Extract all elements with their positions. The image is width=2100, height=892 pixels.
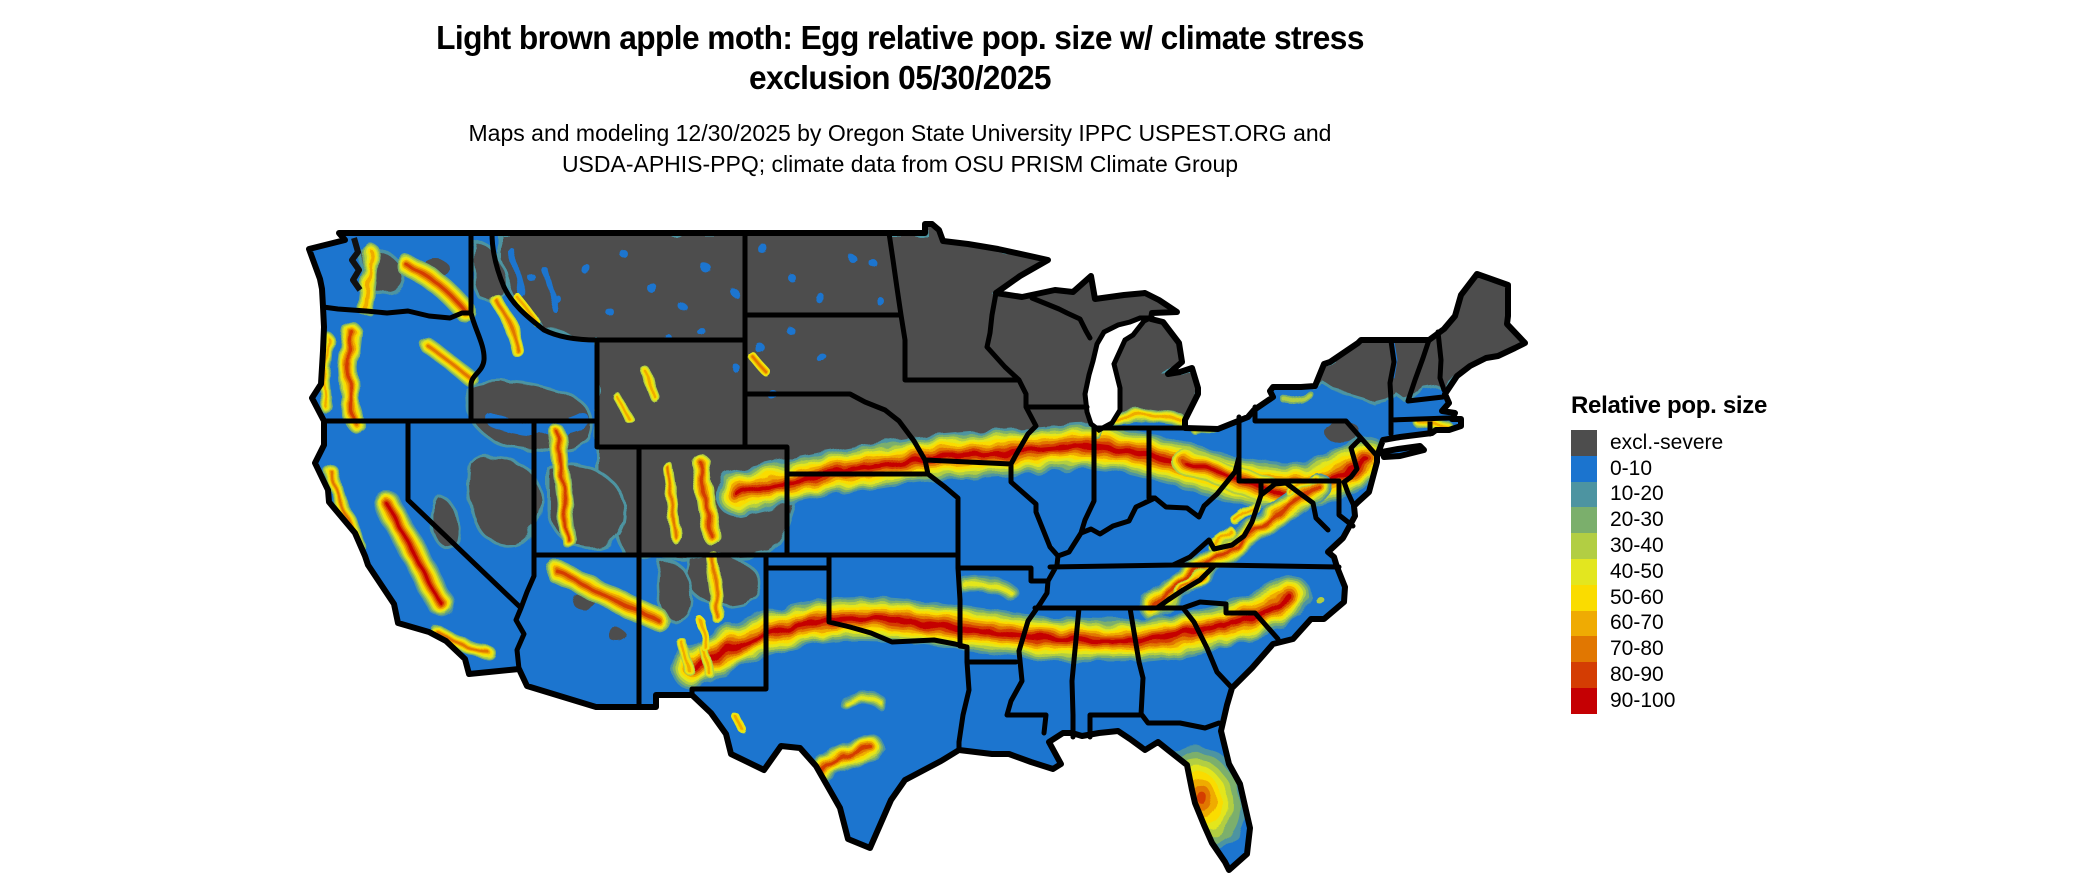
legend-item-label: 50-60 bbox=[1610, 585, 1664, 609]
legend-item: 60-70 bbox=[1571, 610, 1767, 637]
puget-sound bbox=[349, 237, 363, 292]
legend-swatch bbox=[1571, 584, 1597, 611]
legend-swatch bbox=[1571, 558, 1597, 585]
subtitle-line-2: USDA-APHIS-PPQ; climate data from OSU PR… bbox=[561, 151, 1239, 177]
legend-swatch bbox=[1571, 533, 1597, 559]
page-title: Light brown apple moth: Egg relative pop… bbox=[209, 18, 1591, 98]
legend-item-label: 60-70 bbox=[1610, 611, 1664, 635]
legend-item-label: 30-40 bbox=[1610, 534, 1664, 558]
legend-item: 50-60 bbox=[1571, 584, 1767, 611]
legend-item: 30-40 bbox=[1571, 533, 1767, 559]
page-subtitle: Maps and modeling 12/30/2025 by Oregon S… bbox=[180, 118, 1620, 180]
legend-item: 40-50 bbox=[1571, 558, 1767, 585]
legend-swatch bbox=[1571, 636, 1597, 663]
title-line-2: exclusion 05/30/2025 bbox=[749, 59, 1052, 96]
legend-item: 0-10 bbox=[1571, 455, 1767, 482]
legend-item-label: 90-100 bbox=[1610, 688, 1676, 712]
state-borders bbox=[320, 230, 1452, 753]
subtitle-line-1: Maps and modeling 12/30/2025 by Oregon S… bbox=[468, 120, 1332, 146]
legend-item: 80-90 bbox=[1571, 662, 1767, 688]
legend-item-label: excl.-severe bbox=[1610, 430, 1724, 454]
title-line-1: Light brown apple moth: Egg relative pop… bbox=[436, 19, 1364, 56]
us-outline bbox=[306, 221, 1528, 873]
legend-swatch bbox=[1571, 687, 1597, 714]
legend-item: 70-80 bbox=[1571, 636, 1767, 663]
legend: Relative pop. size excl.-severe 0-10 10-… bbox=[1571, 392, 1767, 714]
legend-item-label: 0-10 bbox=[1610, 456, 1653, 480]
legend-item: 10-20 bbox=[1571, 481, 1767, 508]
legend-item: excl.-severe bbox=[1571, 430, 1767, 456]
legend-item-label: 10-20 bbox=[1610, 482, 1664, 506]
legend-swatch bbox=[1571, 610, 1597, 637]
legend-item: 20-30 bbox=[1571, 507, 1767, 534]
legend-swatch bbox=[1571, 507, 1597, 534]
legend-swatch bbox=[1571, 481, 1597, 508]
legend-item-label: 40-50 bbox=[1610, 559, 1664, 583]
lake-michigan bbox=[1082, 315, 1152, 433]
legend-title: Relative pop. size bbox=[1571, 392, 1767, 419]
legend-item-label: 80-90 bbox=[1610, 663, 1664, 687]
legend-swatch bbox=[1571, 430, 1597, 456]
legend-swatch bbox=[1571, 662, 1597, 688]
legend-item-label: 70-80 bbox=[1610, 637, 1664, 661]
legend-items: excl.-severe 0-10 10-20 20-30 bbox=[1571, 430, 1767, 714]
legend-item: 90-100 bbox=[1571, 687, 1767, 714]
legend-item-label: 20-30 bbox=[1610, 508, 1664, 532]
excluded-region-west-patches bbox=[359, 238, 1360, 642]
legend-swatch bbox=[1571, 455, 1597, 482]
